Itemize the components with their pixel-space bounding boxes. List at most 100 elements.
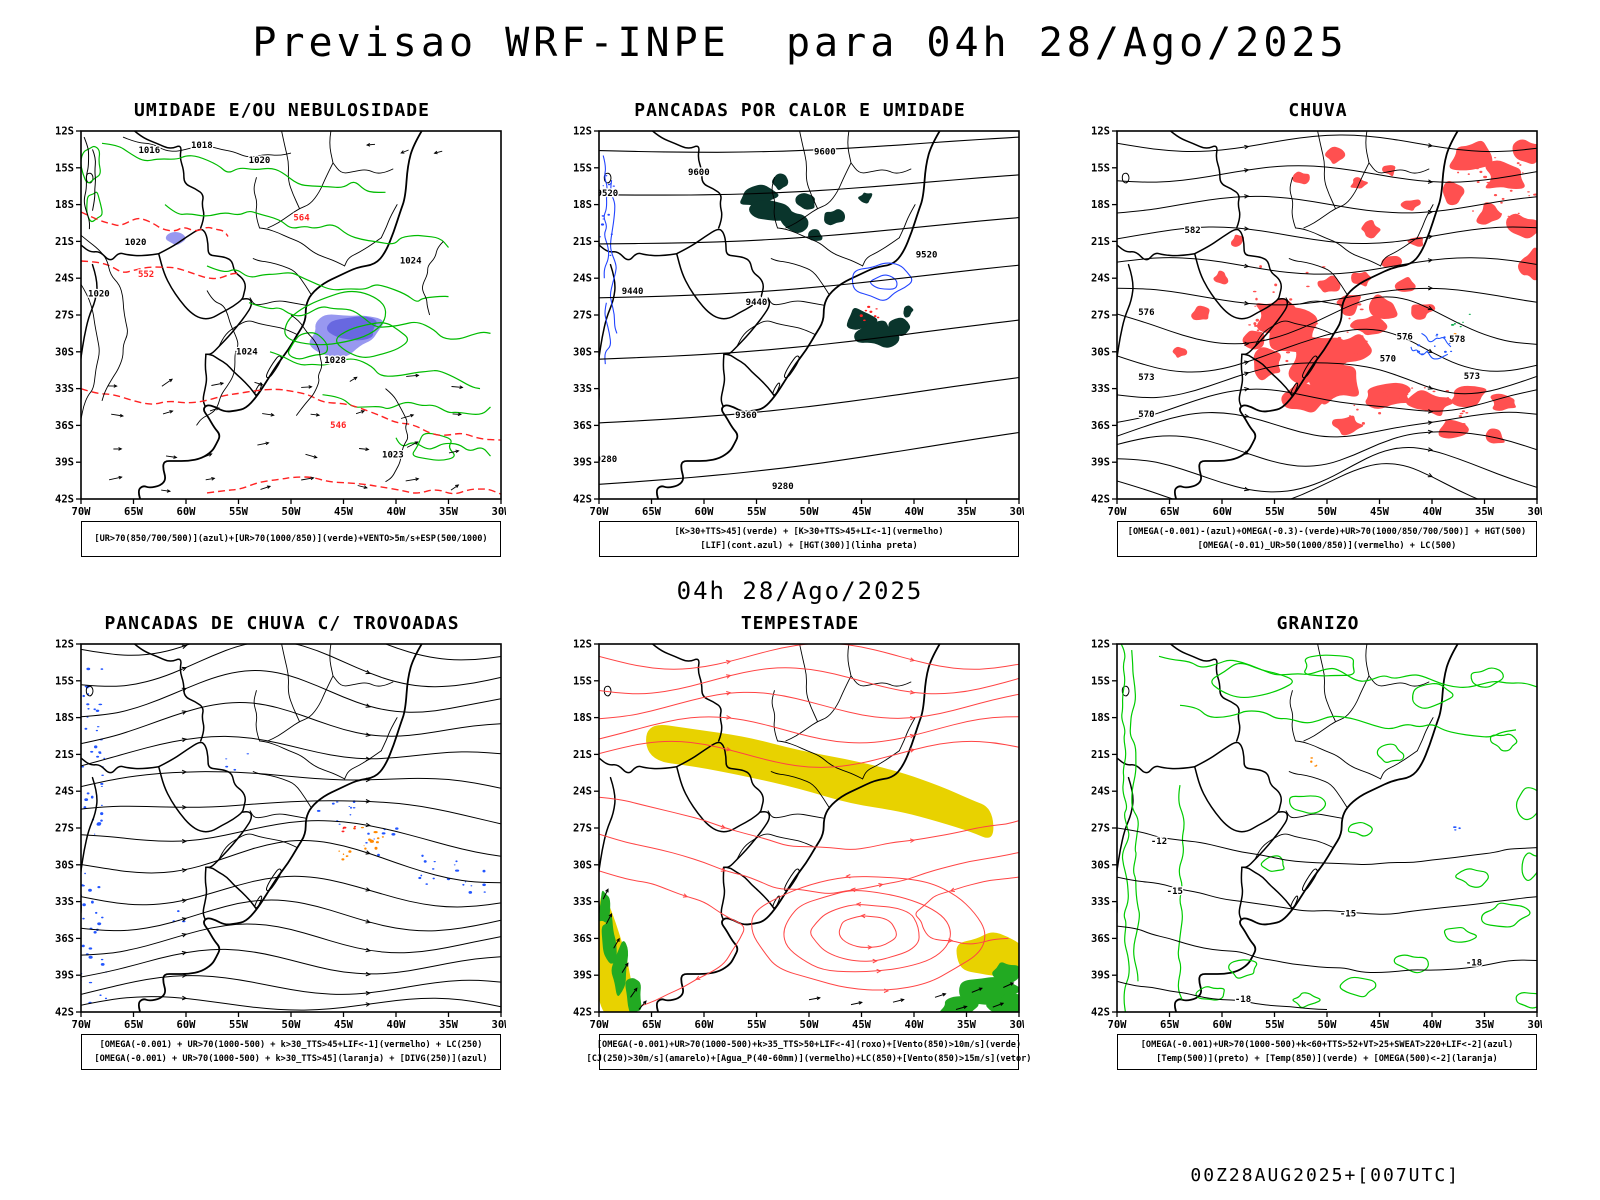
panel-tempestade: TEMPESTADE 12S 15S 18S 21S 24S 27S 30S 33S 36S 39… xyxy=(569,613,1031,1070)
svg-text:21S: 21S xyxy=(55,749,74,761)
svg-text:60W: 60W xyxy=(695,506,715,518)
svg-text:-18: -18 xyxy=(1466,958,1482,968)
svg-text:15S: 15S xyxy=(1091,675,1110,687)
svg-text:9280: 9280 xyxy=(772,482,794,492)
svg-text:70W: 70W xyxy=(72,1019,92,1031)
caption-box: [OMEGA(-0.001) + UR>70(1000-500) + k>30_… xyxy=(81,1034,501,1070)
svg-text:9520: 9520 xyxy=(916,250,938,260)
panel-pancadas-calor: PANCADAS POR CALOR E UMIDADE 12S 15S 18S 21… xyxy=(569,100,1031,557)
svg-text:60W: 60W xyxy=(1213,506,1233,518)
svg-text:27S: 27S xyxy=(573,310,592,322)
svg-text:-15: -15 xyxy=(1340,909,1356,919)
svg-text:35W: 35W xyxy=(439,1019,459,1031)
svg-text:-18: -18 xyxy=(1235,995,1251,1005)
svg-text:27S: 27S xyxy=(55,310,74,322)
svg-text:55W: 55W xyxy=(1265,1019,1285,1031)
svg-text:55W: 55W xyxy=(229,1019,249,1031)
svg-text:35W: 35W xyxy=(957,506,977,518)
svg-text:50W: 50W xyxy=(1318,1019,1338,1031)
svg-text:50W: 50W xyxy=(282,506,302,518)
svg-text:15S: 15S xyxy=(1091,162,1110,174)
panel-trovoadas: PANCADAS DE CHUVA C/ TROVOADAS 12S 15S 18S… xyxy=(51,613,513,1070)
svg-text:1023: 1023 xyxy=(382,450,404,460)
caption-line: [CJ(250)>30m/s](amarelo)+[Agua_P(40-60mm… xyxy=(586,1053,1032,1064)
svg-text:12S: 12S xyxy=(55,639,74,651)
svg-text:55W: 55W xyxy=(747,1019,767,1031)
svg-text:70W: 70W xyxy=(1108,1019,1128,1031)
svg-text:65W: 65W xyxy=(642,506,662,518)
svg-text:9600: 9600 xyxy=(814,147,836,157)
svg-text:27S: 27S xyxy=(573,823,592,835)
svg-text:50W: 50W xyxy=(800,1019,820,1031)
svg-text:15S: 15S xyxy=(573,675,592,687)
svg-text:45W: 45W xyxy=(1370,506,1390,518)
caption-box: [UR>70(850/700/500)](azul)+[UR>70(1000/8… xyxy=(81,521,501,557)
svg-text:1016: 1016 xyxy=(138,146,160,156)
svg-text:24S: 24S xyxy=(573,273,592,285)
caption-line: [Temp(500)](preto) + [Temp(850)](verde) … xyxy=(1156,1053,1498,1064)
svg-text:50W: 50W xyxy=(282,1019,302,1031)
svg-text:36S: 36S xyxy=(573,420,592,432)
svg-text:40W: 40W xyxy=(387,506,407,518)
svg-text:9520: 9520 xyxy=(597,189,619,199)
panel-title: TEMPESTADE xyxy=(740,613,860,634)
svg-text:30S: 30S xyxy=(573,859,592,871)
svg-text:40W: 40W xyxy=(1423,506,1443,518)
forecast-grid-row-2: PANCADAS DE CHUVA C/ TROVOADAS 12S 15S 18S… xyxy=(0,613,1600,1070)
svg-text:12S: 12S xyxy=(573,639,592,651)
svg-text:30W: 30W xyxy=(1010,1019,1024,1031)
panel-title: CHUVA xyxy=(1288,100,1348,121)
svg-text:36S: 36S xyxy=(55,933,74,945)
svg-text:70W: 70W xyxy=(72,506,92,518)
panel-title: GRANIZO xyxy=(1276,613,1360,634)
svg-text:570: 570 xyxy=(1138,410,1154,420)
caption-line: [OMEGA(-0.001) + UR>70(1000-500) + k>30_… xyxy=(99,1039,483,1050)
svg-text:33S: 33S xyxy=(573,383,592,395)
panel-umidade: UMIDADE E/OU NEBULOSIDADE 12S 15S 18S 21S 24… xyxy=(51,100,513,557)
svg-text:12S: 12S xyxy=(573,126,592,138)
svg-text:39S: 39S xyxy=(55,457,74,469)
svg-text:39S: 39S xyxy=(573,970,592,982)
svg-text:15S: 15S xyxy=(573,162,592,174)
svg-text:30S: 30S xyxy=(1091,346,1110,358)
svg-text:45W: 45W xyxy=(852,506,872,518)
svg-text:33S: 33S xyxy=(1091,896,1110,908)
svg-text:24S: 24S xyxy=(55,273,74,285)
svg-text:30W: 30W xyxy=(492,506,506,518)
svg-text:45W: 45W xyxy=(852,1019,872,1031)
svg-text:39S: 39S xyxy=(55,970,74,982)
svg-text:9600: 9600 xyxy=(688,168,710,178)
svg-text:21S: 21S xyxy=(573,749,592,761)
svg-text:45W: 45W xyxy=(334,1019,354,1031)
svg-text:45W: 45W xyxy=(1370,1019,1390,1031)
svg-text:21S: 21S xyxy=(1091,236,1110,248)
svg-text:9440: 9440 xyxy=(622,287,644,297)
svg-text:65W: 65W xyxy=(1160,506,1180,518)
svg-text:9360: 9360 xyxy=(735,411,757,421)
caption-line: [OMEGA(-0.001) + UR>70(1000-500) + k>30_… xyxy=(94,1053,488,1064)
svg-text:60W: 60W xyxy=(177,1019,197,1031)
svg-text:582: 582 xyxy=(1184,226,1200,236)
valid-time-subtitle: 04h 28/Ago/2025 xyxy=(676,577,924,605)
svg-text:33S: 33S xyxy=(1091,383,1110,395)
svg-text:65W: 65W xyxy=(1160,1019,1180,1031)
svg-text:30W: 30W xyxy=(492,1019,506,1031)
panel-chuva: CHUVA 12S 15S 18S 21S 24S 27S 30S 33S 36S 39S 42S 7… xyxy=(1087,100,1549,557)
svg-text:24S: 24S xyxy=(55,786,74,798)
svg-text:1020: 1020 xyxy=(125,238,147,248)
svg-text:70W: 70W xyxy=(1108,506,1128,518)
svg-text:1020: 1020 xyxy=(249,156,271,166)
caption-box: [OMEGA(-0.001)+UR>70(1000-500)+k>35_TTS>… xyxy=(587,1034,1031,1070)
svg-text:18S: 18S xyxy=(55,712,74,724)
svg-text:21S: 21S xyxy=(1091,749,1110,761)
svg-text:42S: 42S xyxy=(573,494,592,506)
svg-text:65W: 65W xyxy=(642,1019,662,1031)
svg-text:42S: 42S xyxy=(55,1007,74,1019)
caption-box: [K>30+TTS>45](verde) + [K>30+TTS>45+LI<-… xyxy=(599,521,1019,557)
svg-text:30W: 30W xyxy=(1010,506,1024,518)
